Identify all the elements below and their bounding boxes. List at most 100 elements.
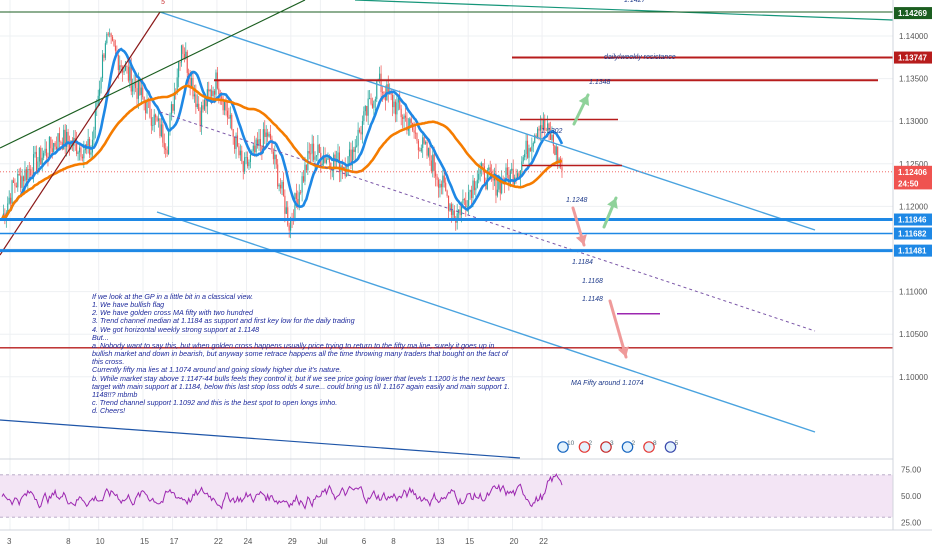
candle-body — [410, 118, 412, 123]
candle-body — [185, 51, 187, 58]
candle-body — [90, 152, 92, 155]
candle-body — [392, 94, 394, 108]
candle-body — [33, 154, 35, 177]
candle-body — [146, 99, 148, 114]
candle-body — [384, 94, 386, 101]
candle-body — [323, 156, 325, 164]
candle-body — [318, 144, 320, 153]
candle-body — [228, 117, 230, 119]
candle-body — [186, 51, 188, 73]
trendline-teal — [354, 0, 894, 21]
analysis-note-line: 1148!!? mbmb — [92, 389, 138, 399]
candle-body — [258, 139, 260, 146]
candle-body — [134, 82, 137, 89]
candle-body — [350, 149, 352, 166]
candle-body — [432, 154, 434, 172]
candle-body — [383, 92, 385, 95]
candle-body — [35, 151, 38, 171]
candle-body — [231, 114, 233, 130]
candle-body — [110, 33, 112, 37]
candle-body — [498, 181, 500, 190]
candle-body — [129, 66, 131, 81]
candle-body — [64, 129, 66, 147]
candle-body — [282, 181, 284, 196]
candle-body — [284, 195, 286, 214]
annotation-label: 1.1302 — [541, 128, 563, 135]
event-badge-count: 3 — [610, 440, 614, 447]
candle-body — [60, 141, 62, 143]
candle-body — [478, 173, 480, 180]
rsi-tick-label: 75.00 — [901, 466, 922, 475]
candle-body — [413, 130, 415, 133]
candle-body — [41, 157, 43, 165]
candle-body — [245, 157, 247, 158]
candle-body — [133, 82, 135, 86]
candle-body — [104, 43, 106, 58]
candle-body — [34, 151, 36, 155]
candle-body — [53, 142, 55, 152]
candle-body — [176, 77, 178, 93]
candle-body — [252, 145, 254, 151]
candle-body — [387, 84, 389, 94]
candle-body — [277, 164, 279, 187]
candle-body — [195, 94, 197, 107]
candle-body — [81, 156, 83, 159]
analysis-note-line: this cross. — [92, 357, 125, 367]
candle-body — [30, 169, 32, 176]
price-axis-panel — [893, 0, 932, 550]
candle-body — [221, 96, 223, 99]
candle-body — [370, 98, 372, 104]
analysis-note-line: d. Cheers! — [92, 406, 126, 416]
candle-body — [470, 189, 473, 199]
candle-body — [77, 152, 79, 154]
annotation-label: MA Fifty around 1.1074 — [571, 380, 644, 387]
candle-body — [499, 181, 501, 194]
candle-body — [179, 62, 181, 64]
candle-body — [225, 101, 227, 111]
candle-body — [400, 108, 402, 118]
time-tick-label: 6 — [362, 537, 367, 546]
candle-body — [313, 143, 315, 160]
candle-body — [285, 207, 287, 214]
candle-body — [269, 133, 272, 140]
price-label-box — [894, 165, 932, 178]
candle-body — [298, 192, 300, 206]
analysis-note-line: 1. We have bullish flag — [92, 300, 165, 310]
candle-body — [301, 176, 303, 193]
candle-body — [267, 132, 269, 137]
candle-body — [403, 115, 405, 119]
analysis-note-line: a. Nobody want to say this, but when gol… — [92, 340, 495, 350]
candle-body — [15, 185, 17, 188]
candle-body — [294, 193, 296, 221]
candle-body — [106, 33, 108, 44]
candle-body — [325, 159, 328, 163]
candle-body — [315, 155, 318, 157]
price-tick-label: 1.13500 — [899, 75, 928, 84]
candle-body — [472, 180, 474, 199]
candle-body — [43, 153, 45, 158]
candle-body — [314, 156, 316, 160]
candle-body — [12, 180, 15, 183]
chart-grid — [0, 0, 893, 530]
candle-body — [452, 210, 454, 215]
candle-body — [423, 137, 425, 144]
candle-body — [328, 157, 330, 163]
analysis-note-line: c. Trend channel support 1.1092 and this… — [92, 398, 338, 408]
candle-body — [159, 118, 161, 137]
time-tick-label: 29 — [288, 537, 297, 546]
candle-body — [366, 105, 368, 116]
candle-body — [357, 129, 359, 146]
candle-body — [466, 206, 468, 208]
candle-body — [356, 145, 358, 147]
candle-body — [38, 147, 40, 162]
candle-body — [56, 146, 58, 150]
candle-body — [213, 90, 216, 95]
price-tick-label: 1.10000 — [899, 373, 928, 382]
candle-body — [222, 98, 224, 111]
candle-body — [440, 183, 442, 188]
candle-body — [281, 181, 283, 189]
candle-body — [311, 143, 313, 154]
candle-body — [143, 96, 145, 103]
candle-body — [346, 174, 348, 177]
